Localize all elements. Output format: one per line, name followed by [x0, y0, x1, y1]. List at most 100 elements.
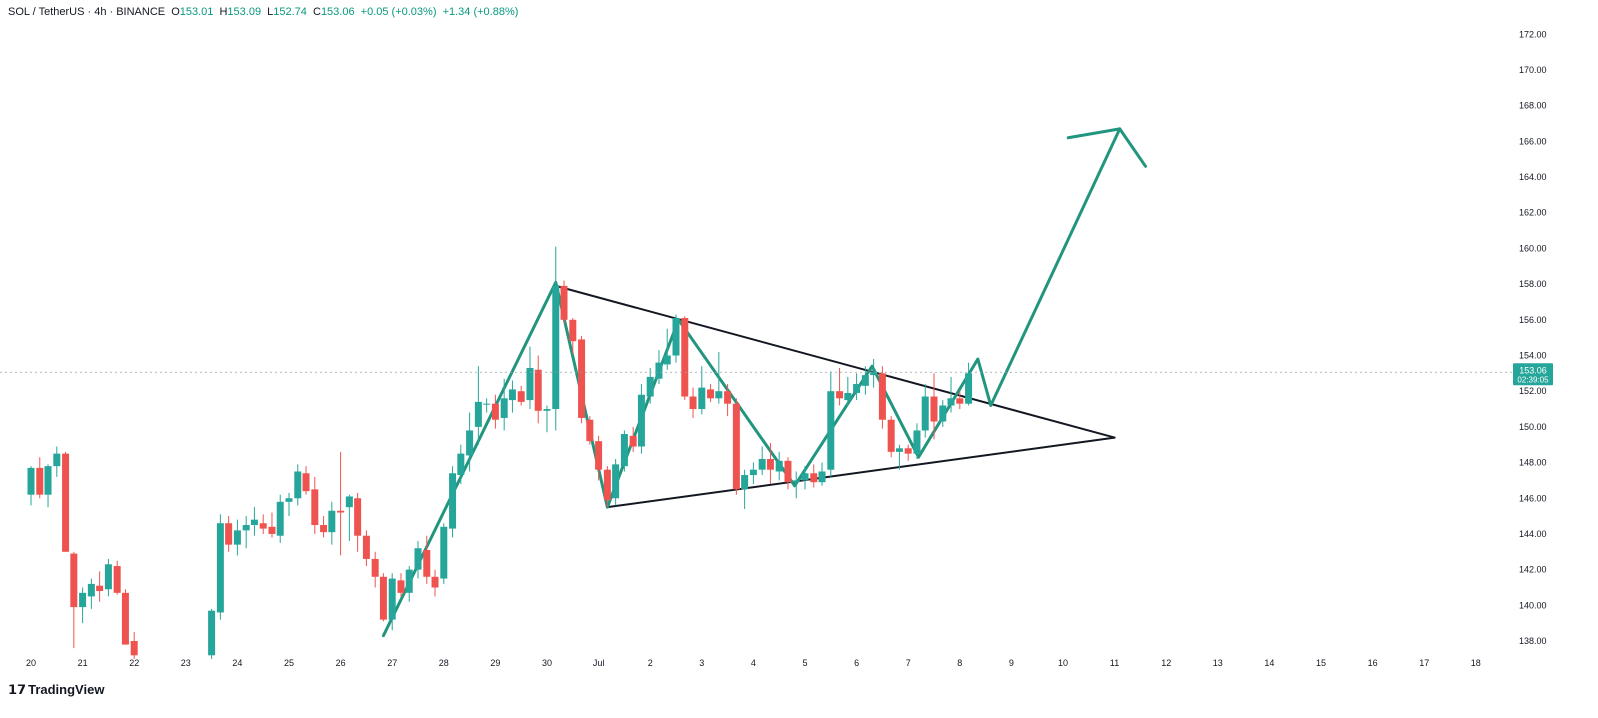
candle-body: [595, 441, 603, 470]
candle-down: [320, 516, 328, 538]
candle-up: [104, 558, 112, 597]
candle-down: [836, 367, 844, 406]
candle-body: [724, 391, 732, 404]
candle-down: [354, 492, 362, 552]
candle-down: [517, 385, 525, 406]
time-tick-label: 22: [129, 658, 139, 668]
candle-down: [784, 457, 792, 490]
candle-up: [294, 464, 302, 506]
candle-body: [70, 553, 78, 608]
candle-up: [242, 516, 250, 549]
time-tick-label: 8: [957, 658, 962, 668]
candle-body: [715, 391, 723, 399]
open-label: O: [171, 6, 180, 18]
price-tick-label: 152.00: [1519, 386, 1547, 396]
candle-body: [216, 523, 224, 613]
candle-body: [79, 592, 87, 608]
candle-down: [397, 573, 405, 597]
candle-body: [801, 473, 809, 481]
candle-up: [801, 466, 809, 490]
time-tick-label: 30: [542, 658, 552, 668]
candle-up: [508, 380, 516, 413]
time-tick-label: 28: [439, 658, 449, 668]
time-tick-label: 27: [387, 658, 397, 668]
candle-body: [956, 398, 964, 404]
candle-up: [526, 346, 534, 410]
candle-body: [792, 480, 800, 483]
price-axis: 138.00 140.00 142.00 144.00 146.00 148.00 150.…: [1519, 29, 1547, 646]
time-tick-label: 26: [336, 658, 346, 668]
candle-down: [904, 444, 912, 461]
candle-up: [466, 412, 474, 472]
candle-down: [379, 573, 387, 622]
candle-up: [775, 451, 783, 481]
candle-body: [637, 394, 645, 447]
arrowhead[interactable]: [1066, 127, 1148, 168]
candle-body: [741, 475, 749, 490]
zigzag-path[interactable]: [381, 127, 1122, 638]
price-tick-label: 142.00: [1519, 565, 1547, 575]
change-value-2: +1.34 (+0.88%): [442, 6, 519, 18]
candle-up: [345, 494, 353, 542]
candle-body: [302, 473, 310, 492]
candle-up: [965, 362, 973, 406]
time-tick-label: 24: [232, 658, 242, 668]
candle-down: [337, 451, 345, 556]
candle-body: [655, 362, 663, 379]
candle-body: [707, 389, 715, 399]
time-tick-label: 16: [1368, 658, 1378, 668]
candle-body: [337, 510, 345, 513]
symbol-title[interactable]: SOL / TetherUS · 4h · BINANCE: [8, 6, 166, 18]
candle-body: [371, 558, 379, 577]
candle-body: [870, 371, 878, 376]
lower-trendline[interactable]: [606, 436, 1116, 509]
last-price-label: [1513, 363, 1553, 386]
candle-body: [250, 519, 258, 526]
candle-down: [603, 466, 611, 508]
candle-body: [96, 585, 104, 592]
time-tick-label: 10: [1058, 658, 1068, 668]
candle-up: [715, 351, 723, 404]
time-tick-label: 17: [1419, 658, 1429, 668]
candle-up: [449, 466, 457, 538]
candle-up: [500, 378, 508, 431]
candle-down: [560, 280, 568, 324]
candle-up: [388, 573, 396, 631]
candle-down: [534, 355, 542, 424]
candle-up: [741, 469, 749, 509]
candle-up: [612, 458, 620, 506]
candle-body: [646, 376, 654, 397]
upper-trendline[interactable]: [554, 284, 1116, 439]
time-tick-label: 12: [1161, 658, 1171, 668]
candle-body: [62, 453, 70, 552]
candle-up: [895, 444, 903, 470]
time-tick-label: 13: [1213, 658, 1223, 668]
time-tick-label: Jul: [593, 658, 605, 668]
open-value: 153.01: [179, 6, 214, 18]
candle-up: [921, 384, 929, 438]
candle-body: [466, 430, 474, 456]
candle-body: [414, 548, 422, 570]
candle-down: [225, 516, 233, 552]
time-tick-label: 5: [802, 658, 807, 668]
candle-down: [766, 442, 774, 484]
price-tick-label: 172.00: [1519, 29, 1547, 39]
candle-body: [775, 460, 783, 472]
candle-up: [53, 446, 61, 477]
candle-down: [578, 335, 586, 424]
price-tick-label: 164.00: [1519, 172, 1547, 182]
price-tick-label: 138.00: [1519, 636, 1547, 646]
candle-up: [827, 371, 835, 477]
candle-down: [96, 571, 104, 602]
candle-body: [130, 641, 138, 656]
candle-up: [758, 446, 766, 476]
candle-up: [440, 523, 448, 584]
candle-body: [491, 403, 499, 420]
candle-down: [732, 398, 740, 495]
tradingview-logo[interactable]: 𝟭𝟳 TradingView: [8, 682, 104, 698]
high-value: 153.09: [227, 6, 262, 18]
high-label: H: [219, 6, 228, 18]
candle-body: [784, 460, 792, 483]
